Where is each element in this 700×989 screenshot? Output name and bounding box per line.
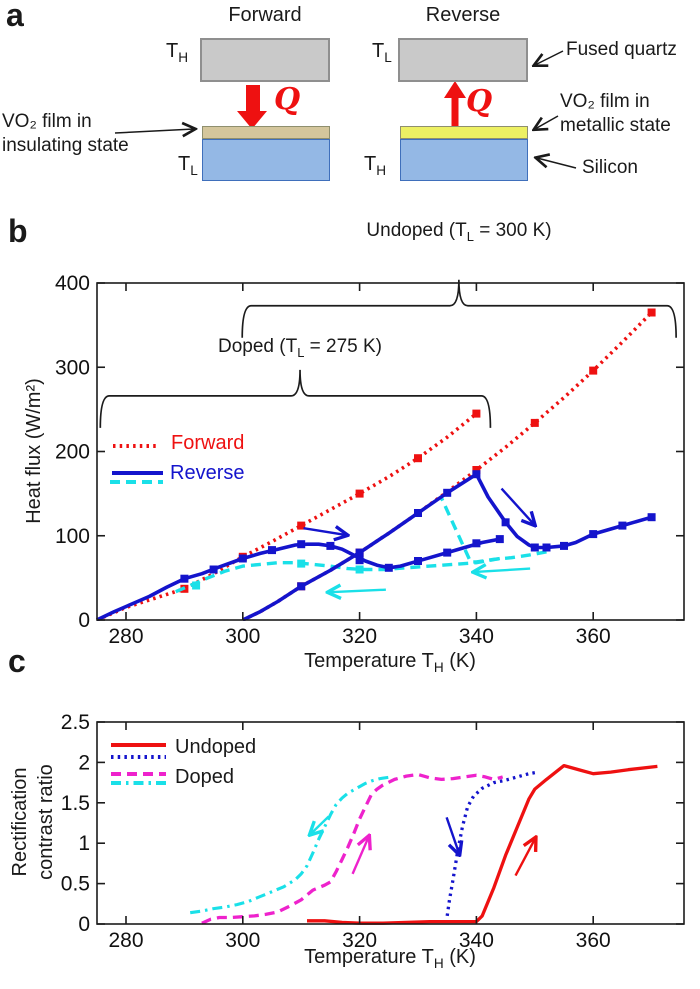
y-tick-label: 2 [78,751,90,774]
marker-reverse-undoped-heating [501,518,510,527]
forward-heat-arrow [237,85,267,129]
marker-forward-doped [414,454,422,463]
vo2-film-insulating [202,126,330,139]
marker-reverse-doped-heating [297,540,306,549]
vo2-metallic-pointer [535,115,559,129]
y-tick-label: 400 [55,272,90,295]
contrast-ratio-chart: 280 300 320 340 360 0 0.5 1 1.5 2 2.5 [61,711,685,952]
silicon-pointer [537,158,577,169]
arrow-undoped-heating-direction [514,839,535,877]
marker-reverse-doped-heating [443,548,452,557]
marker-forward-doped [472,409,481,418]
brace-undoped-range [241,279,677,338]
vo2-insulating-pointer [114,129,194,133]
marker-forward-undoped [589,366,598,375]
plot-box [96,721,685,925]
x-tick-label: 320 [342,929,377,952]
marker-forward-doped [297,521,306,530]
silicon-block-reverse [400,139,528,181]
series-doped-heating [201,772,504,925]
marker-reverse-undoped-heating [414,509,422,517]
marker-reverse-doped-heating [495,535,504,544]
y-tick-label: 300 [55,356,90,379]
series-reverse-doped-heating [96,535,504,621]
marker-reverse-doped-heating [268,546,276,555]
marker-reverse-doped-cooling [297,559,306,568]
marker-forward-undoped [647,308,656,317]
series-forward-doped [96,409,481,621]
marker-reverse-doped-heating [209,565,218,574]
marker-reverse-undoped-heating [297,582,306,591]
marker-reverse-undoped-heating [355,548,364,557]
x-tick-label: 340 [459,929,494,952]
marker-reverse-doped-heating [326,541,335,550]
marker-forward-undoped [530,418,539,427]
vo2-film-metallic [400,126,528,139]
series-reverse-undoped-heating [242,470,656,621]
marker-reverse-doped-heating [355,556,364,565]
y-tick-label: 2.5 [61,711,90,734]
marker-reverse-undoped-heating [530,543,539,552]
marker-reverse-doped-heating [238,554,247,563]
x-tick-label: 340 [459,625,494,648]
marker-reverse-undoped-heating [443,488,452,497]
x-tick-label: 300 [225,625,260,648]
axis-ticks [97,282,684,621]
annotation-arrows [114,50,577,169]
axis-ticks [97,721,684,925]
arrow-cooling-direction-doped [330,590,386,593]
arrow-cooling-direction-undoped [475,569,531,572]
y-tick-label: 1.5 [61,792,90,815]
x-tick-label: 280 [108,625,143,648]
x-tick-label: 360 [576,929,611,952]
y-tick-label: 200 [55,441,90,464]
brace-doped-range [99,369,492,428]
reverse-heat-arrow [444,81,466,128]
x-tick-label: 360 [576,625,611,648]
marker-reverse-doped-heating [472,539,481,548]
series-reverse-doped-cooling [172,556,501,595]
arrow-heating-direction-doped [303,528,346,535]
x-tick-label: 320 [342,625,377,648]
marker-reverse-doped-heating [414,557,422,565]
marker-reverse-doped-cooling [355,565,364,574]
marker-reverse-undoped-heating [542,543,551,552]
marker-reverse-undoped-heating [647,513,656,522]
arrow-doped-heating-direction [351,838,369,875]
marker-reverse-doped-heating [384,563,393,572]
series-reverse-undoped-cooling [439,497,547,564]
series-doped-cooling [189,775,392,915]
marker-reverse-undoped-heating [589,530,598,539]
y-tick-label: 0 [78,913,90,936]
arrow-heating-drop-undoped [500,487,534,524]
quartz-block-forward [200,38,330,82]
y-tick-label: 0 [78,609,90,632]
fused-quartz-pointer [535,50,564,65]
arrow-undoped-cooling-direction [445,816,459,853]
marker-reverse-undoped-heating [560,541,568,550]
marker-forward-doped [355,489,364,498]
marker-reverse-doped-cooling [192,581,201,590]
x-tick-label: 300 [225,929,260,952]
marker-forward-undoped [472,466,481,474]
quartz-block-reverse [398,38,528,82]
marker-reverse-undoped-heating [472,470,481,479]
heat-flux-chart: 280 300 320 340 360 0 100 200 300 400 [55,272,685,648]
silicon-block-forward [202,139,330,181]
marker-reverse-doped-heating [180,574,189,583]
marker-reverse-undoped-heating [618,521,627,530]
y-tick-label: 1 [78,832,90,855]
x-tick-label: 280 [108,929,143,952]
y-tick-label: 100 [55,525,90,548]
series-forward-undoped [242,308,656,621]
y-tick-label: 0.5 [61,873,90,896]
arrow-doped-cooling-direction [311,815,330,834]
